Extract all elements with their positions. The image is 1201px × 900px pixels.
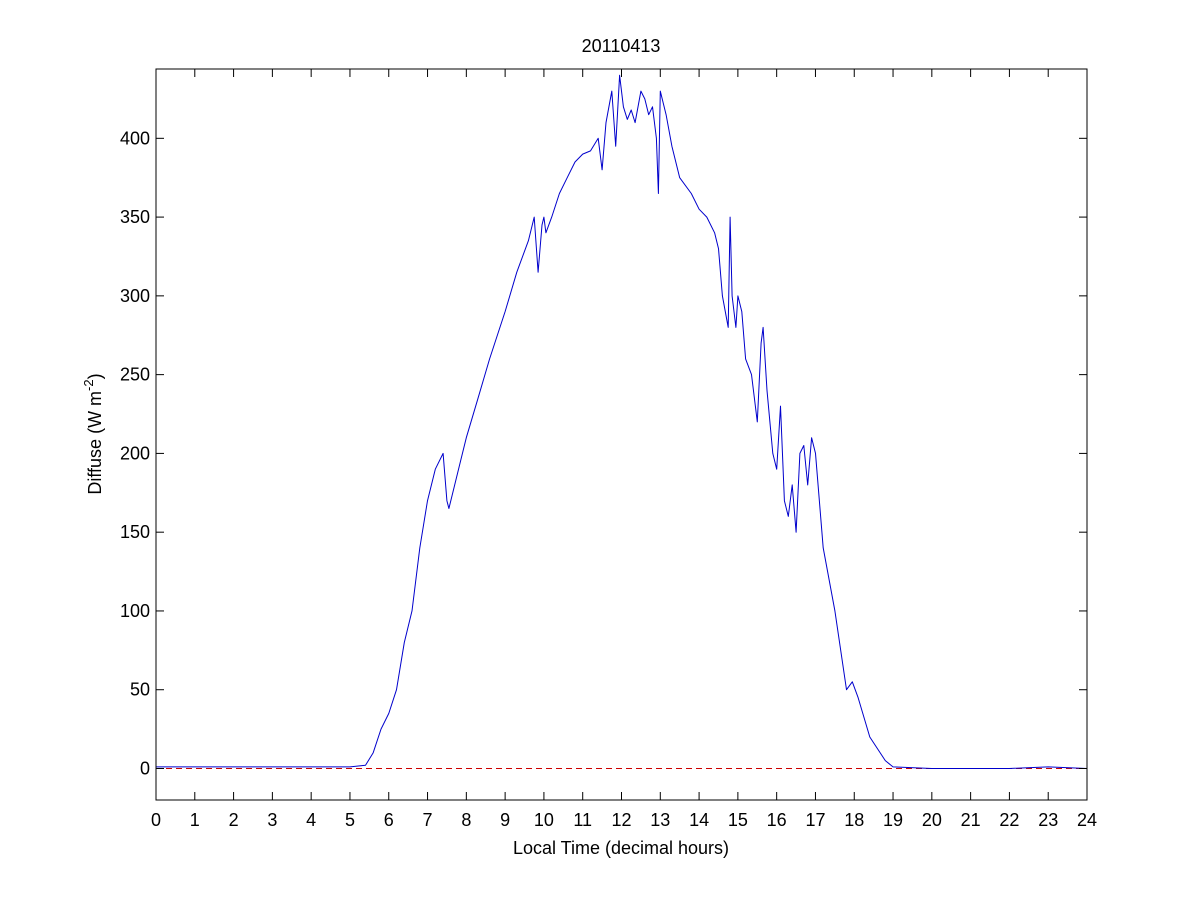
chart-title: 20110413 [582,36,661,56]
plot-area [155,68,1088,801]
x-tick-label: 11 [573,810,592,830]
x-tick-label: 21 [961,810,981,830]
y-axis-label-superscript: -2 [81,379,96,391]
y-tick-label: 400 [120,128,150,148]
x-tick-label: 13 [650,810,670,830]
y-tick-label: 50 [130,680,150,700]
y-tick-label: 250 [120,365,150,385]
x-tick-label: 8 [461,810,471,830]
x-tick-label: 12 [611,810,631,830]
y-axis-label: Diffuse (W m-2) [81,373,105,494]
y-tick-label: 350 [120,207,150,227]
plot-frame [155,68,1088,801]
y-tick-label: 100 [120,601,150,621]
x-tick-label: 24 [1077,810,1097,830]
series-line-0 [156,74,1088,769]
x-tick-label: 22 [999,810,1019,830]
x-tick-label: 17 [805,810,825,830]
x-tick-label: 10 [534,810,554,830]
y-axis-label-close: ) [85,373,105,379]
x-tick-label: 15 [728,810,748,830]
x-tick-label: 9 [500,810,510,830]
x-tick-label: 18 [844,810,864,830]
y-tick-label: 0 [140,758,150,778]
y-axis-label-main: Diffuse (W m [85,391,105,495]
x-tick-label: 0 [151,810,161,830]
x-tick-label: 19 [883,810,903,830]
x-tick-label: 5 [345,810,355,830]
x-tick-label: 3 [267,810,277,830]
x-tick-label: 4 [306,810,316,830]
x-tick-label: 23 [1038,810,1058,830]
x-axis-label: Local Time (decimal hours) [513,838,729,858]
x-tick-label: 14 [689,810,709,830]
y-tick-label: 150 [120,522,150,542]
x-tick-label: 6 [384,810,394,830]
axis-ticks: 0 1 2 3 4 5 6 7 8 9 10 11 12 13 14 15 16 17 18 19 20 21 22 23 24… [120,69,1097,830]
x-tick-label: 7 [423,810,433,830]
y-tick-label: 300 [120,286,150,306]
x-tick-label: 20 [922,810,942,830]
x-tick-label: 1 [190,810,200,830]
y-tick-label: 200 [120,443,150,463]
x-tick-label: 2 [229,810,239,830]
x-tick-label: 16 [767,810,787,830]
